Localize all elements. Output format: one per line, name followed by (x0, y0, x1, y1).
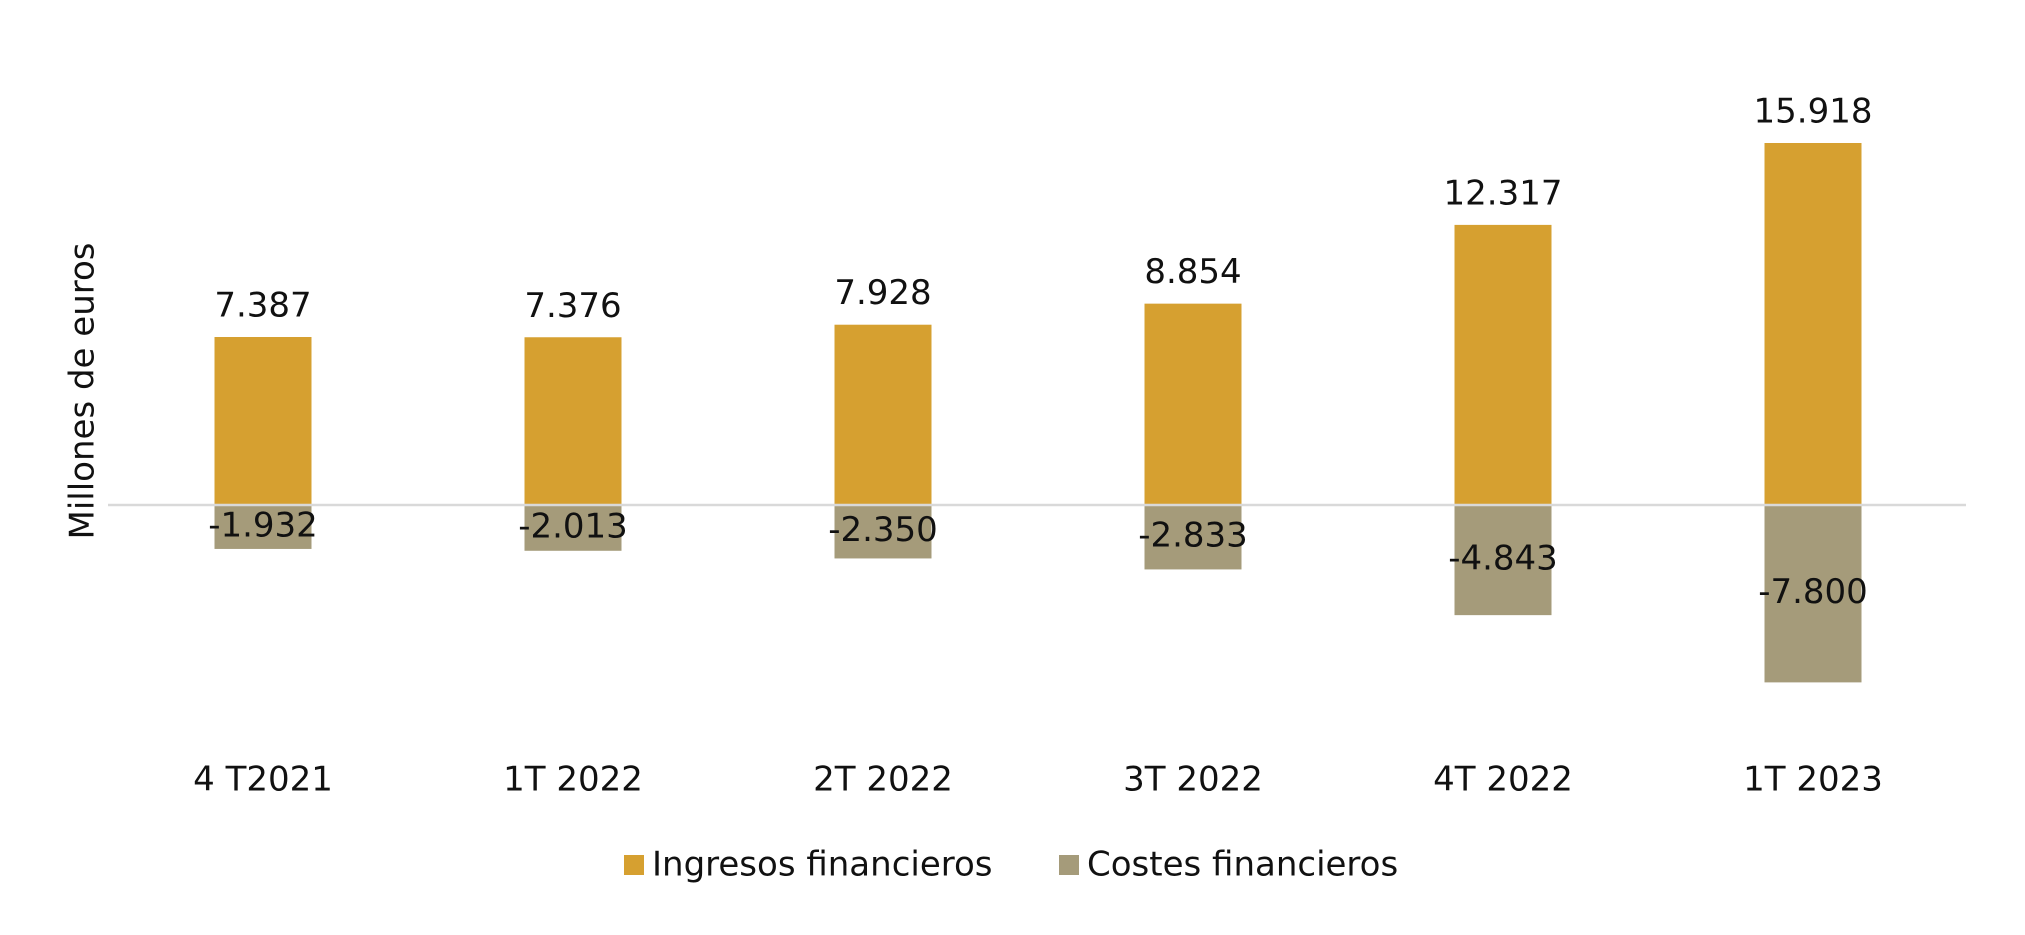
data-label: 8.854 (1144, 252, 1241, 292)
data-label: -7.800 (1758, 572, 1868, 612)
x-tick-label: 2T 2022 (813, 760, 953, 800)
bar (1454, 224, 1552, 505)
x-tick-label: 3T 2022 (1123, 760, 1263, 800)
bar (834, 505, 932, 559)
x-tick-label: 1T 2023 (1743, 760, 1883, 800)
data-label: 7.387 (214, 286, 311, 326)
bar (524, 337, 622, 505)
legend-label: Ingresos financieros (652, 845, 993, 885)
data-label: 12.317 (1444, 173, 1563, 213)
bar (834, 324, 932, 505)
legend-swatch (624, 855, 644, 875)
data-label: -1.932 (208, 505, 318, 545)
data-label: -2.833 (1138, 516, 1248, 556)
x-tick-label: 1T 2022 (503, 760, 643, 800)
bar (214, 505, 312, 549)
data-label: -2.350 (828, 510, 938, 550)
bar (1144, 505, 1242, 570)
data-label: 15.918 (1754, 92, 1873, 132)
bar (1764, 505, 1862, 683)
data-label: 7.928 (834, 273, 931, 313)
bar (1764, 143, 1862, 505)
x-tick-label: 4 T2021 (193, 760, 333, 800)
bar (1454, 505, 1552, 616)
x-tick-label: 4T 2022 (1433, 760, 1573, 800)
bar (214, 337, 312, 505)
data-label: -2.013 (518, 506, 628, 546)
data-label: -4.843 (1448, 539, 1558, 579)
bar (524, 505, 622, 551)
legend-label: Costes financieros (1087, 845, 1398, 885)
y-axis-label: Millones de euros (63, 243, 103, 540)
data-label: 7.376 (524, 286, 621, 326)
legend-swatch (1059, 855, 1079, 875)
bar (1144, 303, 1242, 505)
